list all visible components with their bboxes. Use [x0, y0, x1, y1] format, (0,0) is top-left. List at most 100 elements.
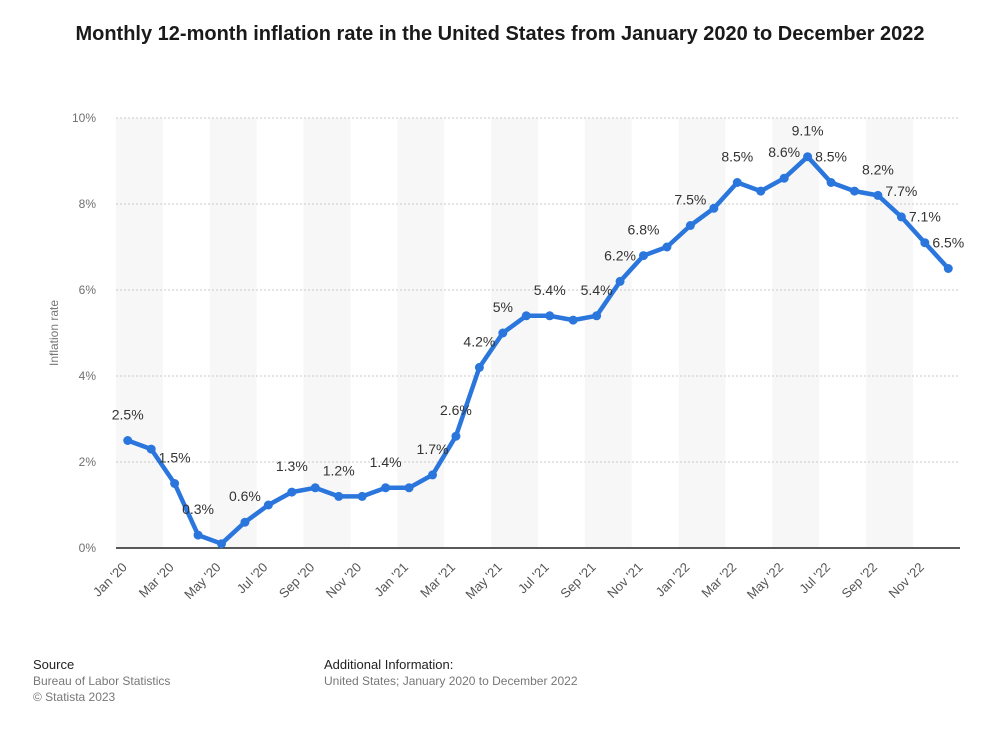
series-line — [125, 154, 951, 546]
data-point — [568, 315, 578, 325]
column-band — [116, 118, 163, 548]
column-band — [772, 118, 820, 548]
data-point — [521, 311, 531, 321]
data-label: 1.3% — [276, 458, 308, 474]
data-point — [498, 328, 508, 338]
column-band — [491, 118, 538, 548]
data-point — [193, 530, 203, 540]
data-point — [803, 152, 813, 162]
column-band — [350, 118, 398, 548]
column-band — [256, 118, 304, 548]
data-label: 5.4% — [581, 282, 613, 298]
column-band — [631, 118, 679, 548]
additional-info-heading: Additional Information: — [324, 657, 454, 672]
x-axis-ticks: Jan '20 Mar '20 May '20 Jul '20 Sep '20 Nov '… — [90, 560, 927, 603]
data-label: 8.5% — [815, 149, 847, 165]
x-tick-label: Nov '22 — [885, 560, 926, 601]
data-label: 1.4% — [370, 454, 402, 470]
data-label: 8.2% — [862, 161, 894, 177]
data-label: 6.8% — [628, 222, 660, 238]
data-point — [873, 190, 883, 200]
data-point — [217, 539, 226, 549]
data-point — [240, 517, 250, 527]
x-tick-label: Mar '21 — [417, 560, 458, 601]
data-label: 1.5% — [159, 450, 191, 466]
data-point — [287, 487, 297, 497]
data-point — [170, 479, 180, 488]
data-point — [474, 362, 484, 372]
data-label: 0.3% — [182, 501, 214, 517]
data-point — [334, 491, 344, 501]
x-tick-label: Jan '21 — [371, 560, 411, 600]
data-point — [592, 311, 602, 321]
data-label: 1.2% — [323, 462, 355, 478]
x-tick-label: Mar '22 — [698, 560, 739, 601]
data-point — [732, 178, 742, 187]
data-label: 8.5% — [721, 149, 753, 165]
data-point — [146, 444, 156, 454]
data-point — [381, 483, 391, 493]
data-points — [123, 152, 953, 549]
y-axis-label: Inflation rate — [47, 300, 61, 366]
column-band — [444, 118, 492, 548]
column-band — [584, 118, 632, 548]
y-tick-label: 6% — [79, 283, 97, 297]
data-label: 9.1% — [792, 123, 824, 139]
data-point — [943, 264, 953, 273]
data-label: 2.6% — [440, 402, 472, 418]
data-label: 8.6% — [768, 144, 800, 160]
x-tick-label: Jan '20 — [90, 560, 130, 600]
x-tick-label: Nov '20 — [323, 560, 364, 601]
x-tick-label: Jul '20 — [234, 560, 271, 597]
data-point — [615, 276, 625, 286]
data-label: 5.4% — [534, 282, 566, 298]
source-heading: Source — [33, 657, 75, 672]
column-band — [303, 118, 351, 548]
data-point — [310, 483, 320, 493]
x-tick-label: Sep '21 — [557, 560, 598, 601]
x-tick-label: Sep '22 — [839, 560, 880, 601]
data-label: 4.2% — [463, 333, 495, 349]
column-band — [866, 118, 914, 548]
data-label: 6.5% — [932, 235, 964, 251]
x-tick-label: Nov '21 — [604, 560, 645, 601]
y-axis-ticks: 0% 2% 4% 6% 8% 10% — [72, 111, 96, 555]
data-point — [263, 500, 273, 510]
source-block: Source Bureau of Labor Statistics © Stat… — [33, 657, 170, 705]
data-point — [920, 238, 930, 248]
additional-info-text: United States; January 2020 to December … — [324, 674, 578, 688]
data-point — [826, 178, 836, 187]
y-tick-label: 2% — [79, 455, 97, 469]
gridlines — [116, 117, 960, 463]
column-band — [725, 118, 773, 548]
data-point — [779, 173, 789, 183]
y-tick-label: 10% — [72, 111, 96, 125]
column-band — [913, 118, 960, 548]
column-band — [819, 118, 867, 548]
data-point — [756, 186, 766, 196]
column-band — [209, 118, 257, 548]
column-band — [678, 118, 726, 548]
column-bands — [116, 118, 960, 548]
data-point — [545, 311, 555, 321]
data-point — [123, 436, 133, 445]
x-tick-label: May '21 — [462, 560, 505, 603]
data-labels: 2.5% 1.5% 0.3% 0.6% 1.3% 1.2% 1.4% 1.7% 2.6% 4.2%… — [112, 123, 964, 517]
x-tick-label: Jul '21 — [515, 560, 552, 597]
data-point — [896, 212, 906, 222]
x-tick-label: Sep '20 — [276, 560, 317, 601]
y-tick-label: 0% — [79, 541, 97, 555]
x-tick-label: Jan '22 — [653, 560, 693, 600]
data-point — [428, 470, 437, 480]
copyright: © Statista 2023 — [33, 690, 116, 704]
data-point — [662, 242, 672, 252]
data-label: 7.5% — [674, 192, 706, 208]
data-point — [451, 431, 461, 441]
data-label: 6.2% — [604, 247, 636, 263]
x-tick-label: Jul '22 — [796, 560, 833, 597]
data-point — [639, 251, 648, 261]
data-label: 2.5% — [112, 407, 144, 423]
data-point — [850, 186, 859, 196]
data-label: 7.1% — [909, 209, 941, 225]
